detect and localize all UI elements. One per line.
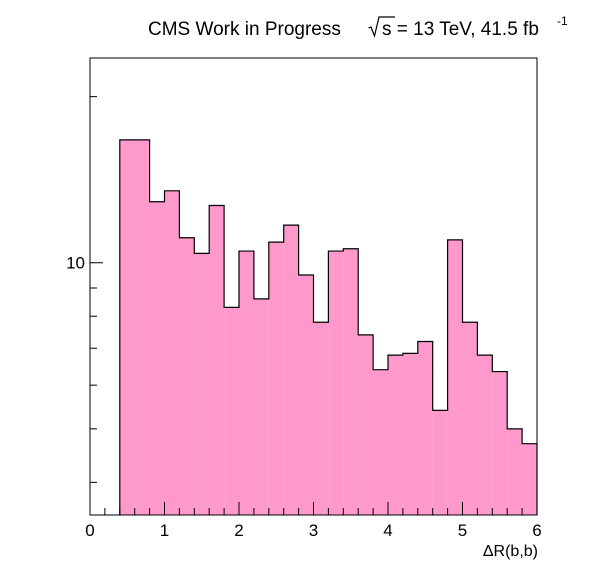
histogram-bar	[462, 322, 478, 515]
x-tick-label: 0	[85, 521, 94, 540]
histogram-bar	[492, 371, 508, 515]
title-prefix: CMS Work in Progress	[148, 19, 341, 40]
histogram-bar	[164, 190, 180, 515]
x-tick-label: 5	[458, 521, 467, 540]
histogram-outline	[119, 139, 538, 515]
histogram-bar	[432, 410, 448, 515]
y-tick-label: 10	[66, 254, 85, 273]
histogram-bar	[239, 251, 254, 515]
histogram-bar	[194, 253, 210, 515]
tick-labels: 0 1 2 3 4 5 6 10	[66, 254, 542, 540]
histogram-bar	[268, 242, 284, 515]
x-axis-title: ΔR(b,b)	[483, 543, 538, 560]
histogram-bar	[209, 205, 225, 515]
histogram-bar	[313, 322, 329, 515]
x-tick-label: 6	[532, 521, 541, 540]
x-tick-label: 3	[309, 521, 318, 540]
histogram-bar	[447, 239, 463, 515]
histogram-bar	[224, 307, 239, 515]
sqrt-symbol-icon	[368, 16, 395, 39]
histogram-bar	[298, 275, 314, 515]
x-tick-label: 1	[160, 521, 169, 540]
histogram-bar	[417, 341, 433, 515]
title-energy-lumi: s = 13 TeV, 41.5 fb	[382, 19, 539, 40]
title-exponent: -1	[557, 14, 568, 28]
histogram-bar	[283, 225, 299, 515]
histogram-bar	[507, 428, 523, 515]
chart-title: CMS Work in Progress	[148, 19, 341, 40]
histogram-bars	[119, 139, 537, 516]
histogram-bar	[179, 237, 195, 515]
histogram-bar	[343, 248, 359, 515]
histogram-bar	[119, 139, 135, 516]
histogram-bar	[328, 251, 344, 515]
histogram-bar	[149, 201, 165, 515]
histogram-bar	[388, 355, 403, 515]
histogram-bar	[373, 369, 388, 515]
x-tick-label: 2	[234, 521, 243, 540]
x-tick-label: 4	[383, 521, 392, 540]
histogram-bar	[134, 139, 150, 516]
tick-marks	[89, 96, 538, 515]
histogram-bar	[358, 334, 374, 515]
histogram-bar	[253, 298, 269, 515]
histogram-bar	[522, 443, 537, 515]
histogram-bar	[402, 353, 418, 515]
histogram-bar	[477, 355, 493, 515]
histogram-step-line	[119, 139, 538, 515]
